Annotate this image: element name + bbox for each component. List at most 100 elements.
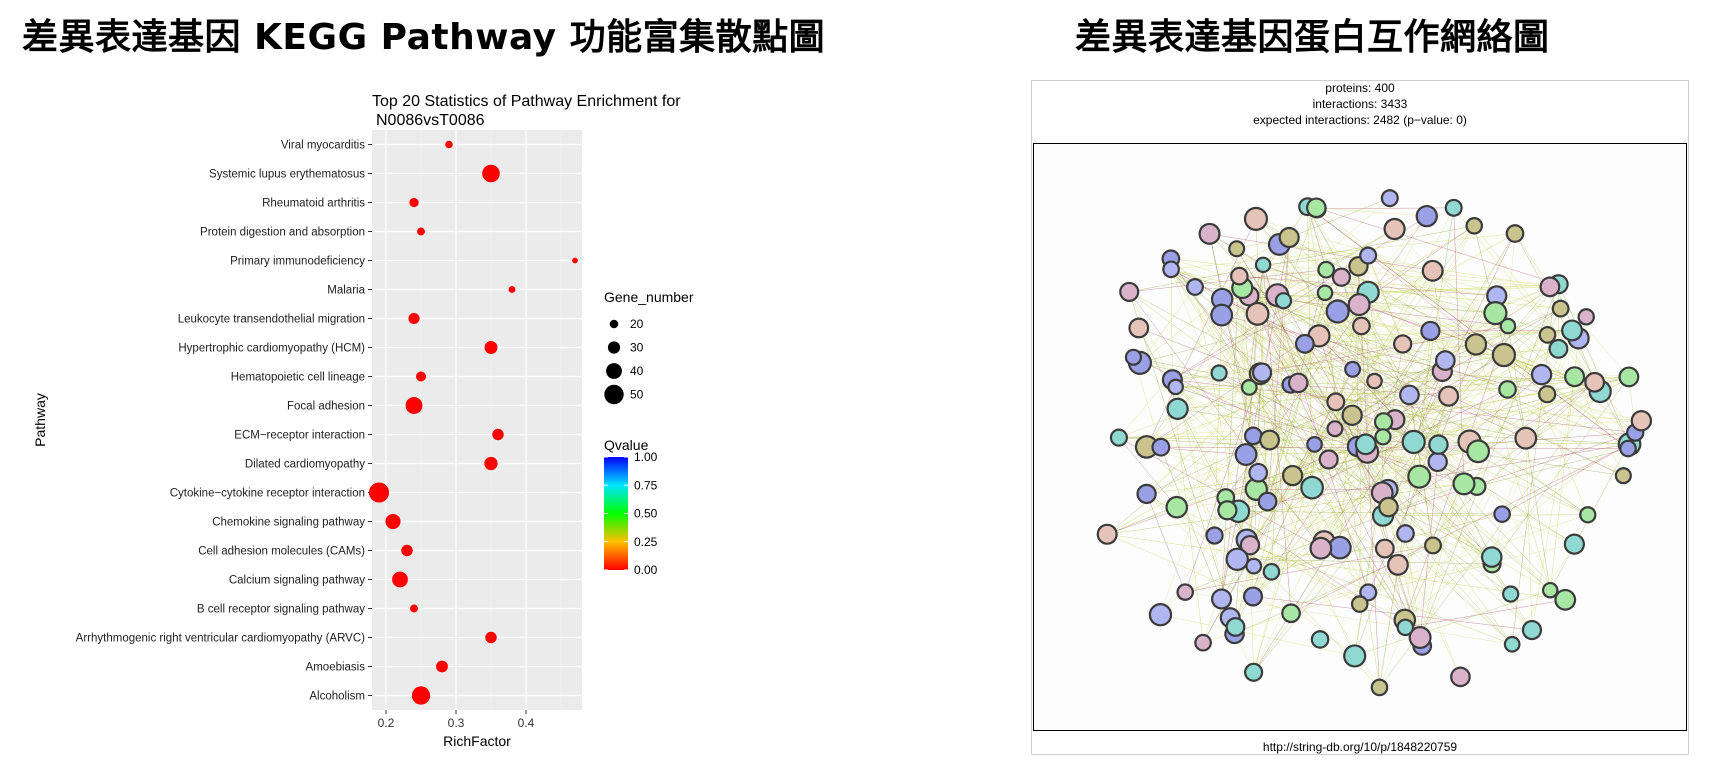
protein-node <box>1361 248 1376 263</box>
y-tick-label: Focal adhesion <box>287 401 365 413</box>
network-edge <box>1255 218 1433 272</box>
network-edge <box>1160 420 1642 448</box>
network-edge <box>1368 225 1475 293</box>
protein-node <box>1212 305 1231 325</box>
protein-node <box>1452 668 1469 686</box>
network-edge <box>1160 384 1291 448</box>
data-point <box>392 571 408 588</box>
protein-node <box>1213 590 1230 608</box>
x-tick-label: 0.4 <box>518 716 535 730</box>
network-edge <box>1404 420 1642 621</box>
protein-node <box>1227 619 1244 635</box>
network-edge <box>1221 276 1240 599</box>
protein-node <box>1437 352 1454 369</box>
network-edge <box>1405 599 1566 628</box>
y-tick-label: Viral myocarditis <box>281 140 365 152</box>
protein-node <box>1361 585 1376 600</box>
network-edge <box>1175 386 1293 476</box>
y-tick-label: Calcium signaling pathway <box>229 575 365 587</box>
protein-node <box>1345 646 1365 666</box>
size-legend-label: 40 <box>630 364 644 378</box>
protein-node <box>1417 207 1436 226</box>
protein-node <box>1261 431 1278 449</box>
network-edge <box>1256 489 1385 549</box>
network-edge <box>1367 255 1403 345</box>
protein-node <box>1376 414 1392 430</box>
protein-node <box>1168 399 1187 418</box>
network-edge <box>1289 197 1390 238</box>
protein-node <box>1488 287 1506 305</box>
network-edge <box>1432 270 1542 375</box>
protein-node <box>1178 585 1192 599</box>
size-legend-label: 50 <box>630 388 644 402</box>
network-edge <box>1129 291 1322 549</box>
y-tick-label: Chemokine signaling pathway <box>212 517 365 529</box>
network-edge <box>1318 335 1423 646</box>
network-edge <box>1146 446 1380 688</box>
protein-node <box>1485 303 1506 323</box>
size-legend-dot <box>606 363 622 379</box>
network-edge <box>1503 233 1516 356</box>
protein-node <box>1257 258 1270 271</box>
network-edge <box>1209 233 1268 502</box>
data-point <box>485 631 497 644</box>
protein-node <box>1410 628 1430 647</box>
protein-node <box>1121 284 1138 300</box>
protein-node <box>1426 538 1440 553</box>
data-point <box>409 197 419 208</box>
protein-node <box>1430 436 1447 453</box>
protein-node <box>1188 280 1202 294</box>
network-edge <box>1253 506 1389 673</box>
network-edge <box>1316 207 1427 217</box>
network-edge <box>1202 514 1588 643</box>
network-edge <box>1474 225 1636 433</box>
protein-node <box>1127 350 1140 364</box>
color-legend-label: 0.25 <box>634 535 658 549</box>
network-edge <box>1133 357 1315 445</box>
network-edge <box>1263 255 1369 266</box>
kegg-enrichment-scatter-chart: Top 20 Statistics of Pathway Enrichment … <box>32 93 694 749</box>
y-tick-label: Hypertrophic cardiomyopathy (HCM) <box>178 343 365 355</box>
network-edge <box>1214 389 1508 536</box>
protein-node <box>1540 387 1555 402</box>
protein-node <box>1319 263 1333 277</box>
protein-node <box>1354 318 1369 334</box>
network-edge <box>1172 215 1427 380</box>
y-tick-label: Primary immunodeficiency <box>230 256 365 268</box>
network-edge <box>1311 207 1454 488</box>
protein-node <box>1318 286 1332 299</box>
protein-node <box>1550 341 1567 357</box>
data-point <box>415 371 427 382</box>
protein-node <box>1541 278 1559 296</box>
data-point <box>408 312 420 325</box>
network-edge <box>1307 206 1327 270</box>
protein-node <box>1556 591 1574 609</box>
network-edge <box>1245 451 1368 455</box>
network-edge <box>1261 325 1508 373</box>
size-legend-label: 20 <box>630 317 644 331</box>
network-edge <box>1175 386 1254 437</box>
network-edge <box>1359 325 1362 605</box>
network-edge <box>1170 258 1406 621</box>
network-edge <box>1263 264 1550 288</box>
size-legend-dot <box>609 319 619 329</box>
color-legend-label: 0.00 <box>634 563 658 577</box>
string-db-url[interactable]: http://string-db.org/10/p/1848220759 <box>1262 740 1458 754</box>
protein-node <box>1466 335 1485 354</box>
protein-node <box>1150 605 1170 625</box>
protein-node <box>1483 548 1501 566</box>
network-edge <box>1382 286 1551 493</box>
protein-node <box>1334 269 1349 285</box>
network-edge <box>1359 304 1496 314</box>
network-edge <box>1476 486 1575 545</box>
protein-node <box>1398 620 1412 634</box>
protein-node <box>1440 387 1457 405</box>
network-edge <box>1328 459 1384 516</box>
protein-node <box>1243 381 1256 394</box>
network-edge <box>1146 343 1306 495</box>
network-nodes <box>1096 189 1653 697</box>
data-point <box>417 227 425 236</box>
network-edge <box>1501 394 1548 515</box>
size-legend-title: Gene_number <box>604 289 694 305</box>
protein-node <box>1566 368 1583 386</box>
